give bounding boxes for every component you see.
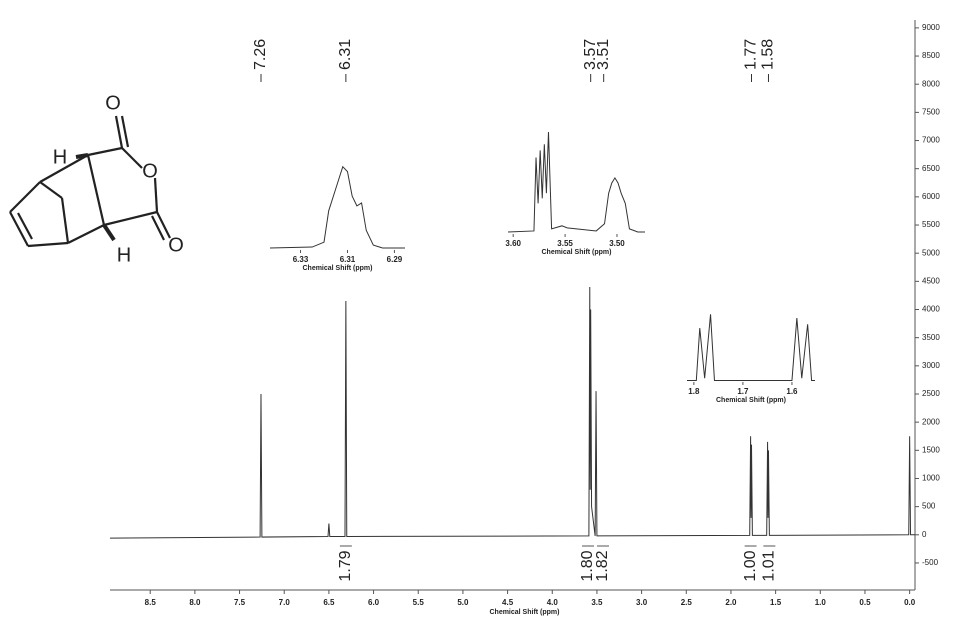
y-tick-label: 5000 [922,248,940,257]
y-tick-label: 4500 [922,276,940,285]
x-tick-label: 3.0 [636,598,648,607]
x-tick-label: 1.7 [737,387,749,396]
x-tick-label: 6.5 [323,598,335,607]
integral-label: 1.01 [761,550,778,581]
x-tick-label: 3.60 [505,239,521,248]
y-tick-label: 9000 [922,23,940,32]
y-tick-label: 0 [922,530,927,539]
y-tick-label: 8000 [922,79,940,88]
x-axis-label: Chemical Shift (ppm) [302,265,372,272]
spectrum-line [687,314,815,381]
x-tick-label: 4.0 [547,598,559,607]
spectrum-line [109,286,915,539]
x-tick-label: 1.0 [815,598,827,607]
y-tick-label: 2000 [922,417,940,426]
y-tick-label: 3500 [922,333,940,342]
atom-label: H [117,244,131,266]
x-tick-label: 1.6 [786,387,798,396]
x-tick-label: 8.0 [189,598,201,607]
peak-label: 1.58 [760,39,777,70]
y-tick-label: 8500 [922,51,940,60]
atom-label: O [105,92,121,114]
x-tick-label: 3.50 [609,239,625,248]
integral-label: 1.00 [742,550,759,581]
y-tick-label: 1000 [922,474,940,483]
x-tick-label: 2.5 [681,598,693,607]
x-tick-label: 0.0 [904,598,916,607]
y-tick-label: 6500 [922,164,940,173]
peak-label: 7.26 [252,39,269,70]
spectrum-line [269,165,405,249]
x-axis-label: Chemical Shift (ppm) [716,397,786,404]
y-tick-label: 7000 [922,136,940,145]
y-tick-label: 5500 [922,220,940,229]
x-tick-label: 3.55 [557,239,573,248]
atom-label: O [142,160,158,182]
y-tick-label: 6000 [922,192,940,201]
x-tick-label: 0.5 [859,598,871,607]
y-tick-label: 4000 [922,305,940,314]
x-tick-label: 3.5 [591,598,603,607]
x-tick-label: 6.29 [387,255,403,264]
x-tick-label: 6.31 [340,255,356,264]
integral-label: 1.79 [337,550,354,581]
peak-label: 3.57 [582,39,599,70]
integral-label: 1.80 [579,550,596,581]
peak-label: 3.51 [595,39,612,70]
y-tick-label: 3000 [922,361,940,370]
x-tick-label: 7.5 [234,598,246,607]
x-tick-label: 5.5 [413,598,425,607]
x-tick-label: 4.5 [502,598,514,607]
x-tick-label: 5.0 [457,598,469,607]
x-tick-label: 6.0 [368,598,380,607]
x-tick-label: 8.5 [145,598,157,607]
integral-label: 1.82 [594,550,611,581]
peak-label: 6.31 [337,39,354,70]
structure [9,115,171,248]
x-axis-label: Chemical Shift (ppm) [489,609,559,616]
x-tick-label: 7.0 [279,598,291,607]
y-tick-label: -500 [922,558,939,567]
x-tick-label: 2.0 [725,598,737,607]
y-tick-label: 2500 [922,389,940,398]
spectrum-line [507,131,645,233]
peak-label: 1.77 [743,39,760,70]
x-tick-label: 1.5 [770,598,782,607]
x-tick-label: 6.33 [293,255,309,264]
y-tick-label: 1500 [922,445,940,454]
y-tick-label: 500 [922,502,936,511]
atom-label: O [168,234,184,256]
x-tick-label: 1.8 [688,387,700,396]
atom-label: H [53,146,67,168]
y-tick-label: 7500 [922,107,940,116]
x-axis-label: Chemical Shift (ppm) [541,249,611,256]
